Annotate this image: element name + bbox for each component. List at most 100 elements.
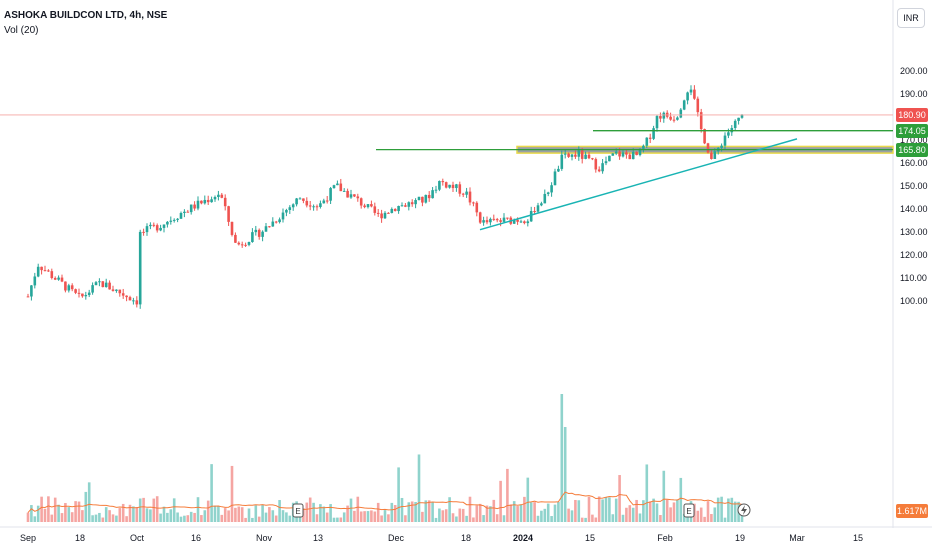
candle-body [594, 159, 598, 170]
earnings-event-icon[interactable]: E [292, 503, 304, 518]
candle-body [104, 282, 108, 288]
volume-bar [271, 510, 275, 522]
candle-body [84, 295, 88, 297]
time-axis[interactable]: Sep 18 Oct 16 Nov 13 Dec 18 2024 15 Feb 19 Mar 15 [20, 533, 863, 543]
candle-body [733, 120, 737, 128]
candle-body [359, 198, 363, 206]
candle-body [149, 224, 152, 227]
volume-bar [410, 501, 414, 522]
candle-body [366, 204, 370, 208]
time-tick-label: Sep [20, 533, 36, 543]
candle-body [465, 191, 468, 195]
candle-body [512, 219, 516, 224]
candle-body [50, 271, 54, 278]
candle-body [291, 204, 295, 208]
volume-bar [115, 515, 118, 522]
candle-body [526, 221, 530, 224]
price-axis[interactable]: 100.00 110.00 120.00 130.00 140.00 150.00 160.… [900, 66, 928, 306]
candle-body [546, 192, 550, 194]
candle-body [710, 152, 713, 159]
candles-layer [26, 85, 744, 309]
candle-body [580, 150, 584, 159]
time-tick-label: Feb [657, 533, 673, 543]
earnings-event-icon[interactable]: E [683, 503, 695, 518]
candle-body [356, 196, 360, 199]
time-tick-label: Oct [130, 533, 145, 543]
price-tick-label: 190.00 [900, 89, 928, 99]
currency-button[interactable]: INR [897, 8, 925, 28]
candle-body [706, 143, 710, 153]
volume-bar [234, 507, 237, 522]
candle-body [155, 225, 159, 231]
candle-body [455, 184, 458, 189]
volume-bar [390, 502, 394, 522]
lightning-event-icon[interactable] [737, 503, 751, 517]
candle-body [655, 116, 659, 129]
volume-bar [183, 515, 186, 522]
candle-body [376, 212, 380, 214]
volume-bar [526, 477, 530, 522]
price-tick-label: 120.00 [900, 250, 928, 260]
candle-body [101, 281, 105, 288]
candle-body [121, 293, 125, 296]
volume-bar [288, 515, 292, 522]
candle-body [407, 202, 411, 207]
volume-bar [536, 515, 540, 522]
volume-bar [652, 498, 655, 522]
candle-body [737, 117, 740, 121]
volume-bar [305, 502, 309, 522]
candle-body [672, 119, 676, 121]
volume-bar [577, 500, 581, 522]
volume-bar [458, 508, 462, 522]
candle-body [176, 218, 179, 220]
volume-bar [128, 504, 132, 522]
candle-body [475, 202, 479, 213]
volume-bar [468, 496, 472, 522]
volume-bar [563, 427, 567, 522]
candle-body [427, 194, 431, 199]
candle-body [33, 276, 37, 286]
candle-body [431, 190, 434, 199]
candle-body [393, 208, 397, 212]
volume-bar [580, 517, 584, 522]
candle-body [370, 204, 373, 207]
candle-body [584, 154, 587, 159]
volume-bar [489, 506, 492, 522]
volume-bar [611, 514, 615, 522]
candle-body [458, 184, 462, 194]
volume-bar [57, 504, 60, 522]
candle-body [87, 292, 91, 296]
candle-body [628, 154, 632, 160]
candle-body [325, 200, 329, 202]
candle-body [315, 206, 319, 208]
volume-bar [162, 506, 166, 522]
candle-body [278, 219, 281, 223]
candle-body [618, 151, 621, 157]
volume-bar [142, 497, 145, 522]
volume-bar [727, 498, 730, 522]
volume-bar [380, 515, 383, 522]
volume-bar [94, 514, 98, 522]
candle-body [285, 209, 288, 213]
candle-body [247, 242, 251, 245]
candle-body [166, 221, 169, 225]
time-tick-label: 15 [853, 533, 863, 543]
candle-body [703, 129, 706, 144]
candle-body [560, 154, 564, 169]
time-tick-label: 13 [313, 533, 323, 543]
candle-body [40, 266, 43, 271]
price-tick-label: 100.00 [900, 296, 928, 306]
volume-bar [308, 497, 312, 522]
candle-body [451, 184, 455, 189]
time-tick-label: 18 [75, 533, 85, 543]
candle-body [720, 145, 723, 148]
volume-bar [176, 512, 179, 522]
candle-body [36, 266, 40, 277]
candle-body [159, 227, 162, 231]
volume-indicator-label[interactable]: Vol (20) [4, 25, 39, 36]
candle-body [64, 281, 67, 291]
candle-body [478, 212, 482, 223]
candle-body [349, 194, 353, 198]
